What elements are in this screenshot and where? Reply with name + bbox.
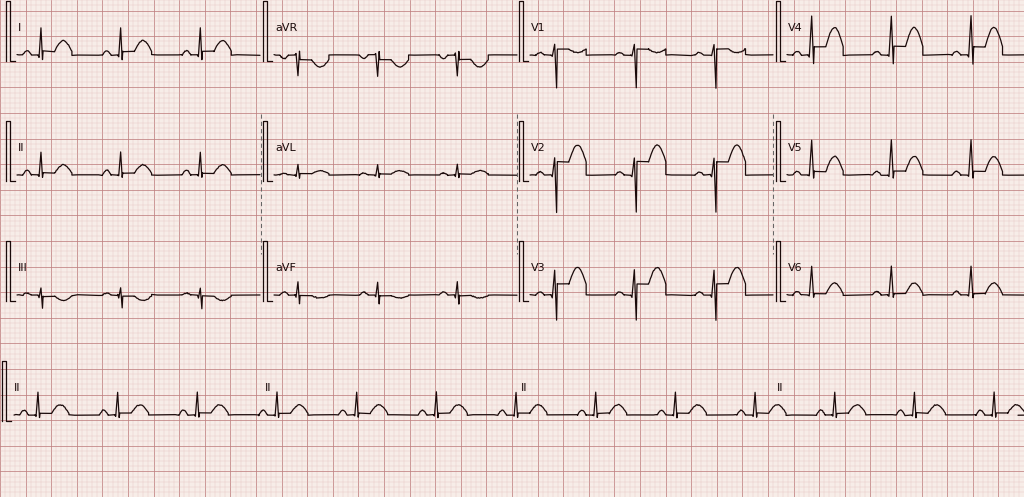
Text: II: II <box>777 383 783 393</box>
Text: II: II <box>265 383 271 393</box>
Text: aVR: aVR <box>275 23 297 33</box>
Text: V3: V3 <box>531 263 546 273</box>
Text: V4: V4 <box>788 23 803 33</box>
Text: V5: V5 <box>788 143 803 153</box>
Text: V6: V6 <box>788 263 803 273</box>
Text: II: II <box>14 383 20 393</box>
Text: II: II <box>521 383 527 393</box>
Text: V2: V2 <box>531 143 546 153</box>
Text: V1: V1 <box>531 23 546 33</box>
Text: aVF: aVF <box>275 263 296 273</box>
Text: I: I <box>18 23 22 33</box>
Text: III: III <box>18 263 28 273</box>
Text: aVL: aVL <box>275 143 296 153</box>
Text: II: II <box>18 143 25 153</box>
